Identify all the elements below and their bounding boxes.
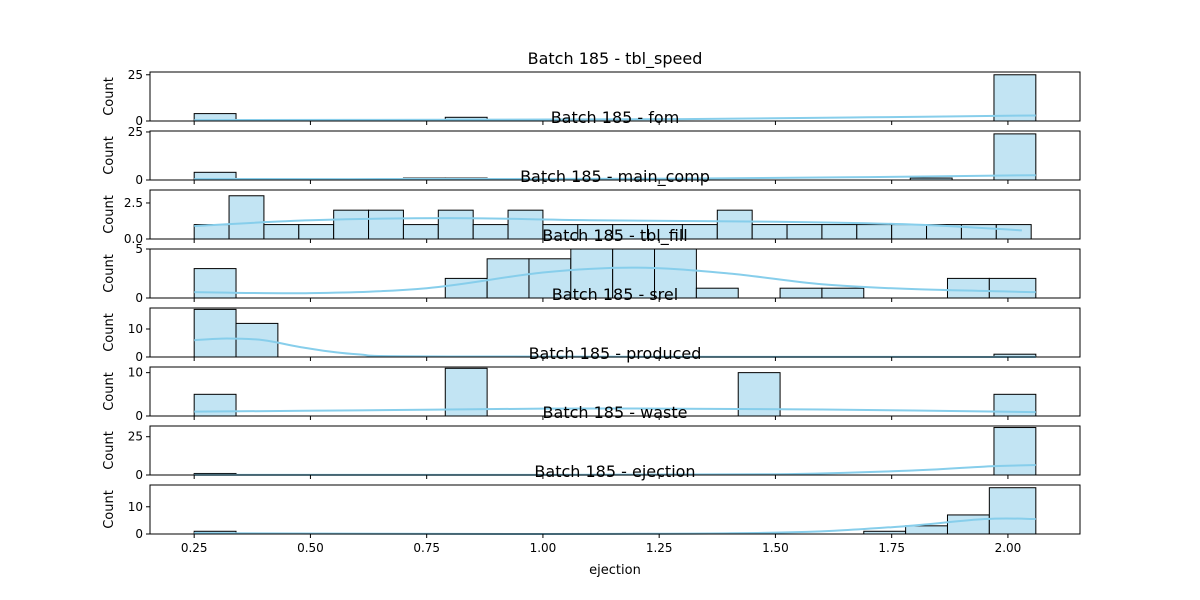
histogram-bar <box>905 525 948 535</box>
y-axis-label: Count <box>102 431 117 470</box>
histogram-bar <box>856 224 893 240</box>
y-tick-label: 25 <box>128 430 143 444</box>
panel-title: Batch 185 - ejection <box>534 462 695 481</box>
histogram-bar <box>946 514 990 535</box>
panel-frame <box>149 189 1081 240</box>
x-axis: 0.25 0.50 0.75 1.00 1.25 1.50 1.75 2.00 <box>181 541 1021 555</box>
panel-frame <box>149 130 1081 181</box>
x-tick-label: 0.50 <box>297 541 324 555</box>
y-tick-label: 10 <box>128 500 143 514</box>
histogram-bar <box>891 224 928 240</box>
panel-title: Batch 185 - tbl_fill <box>542 226 687 246</box>
panel-0: 0 25 Count Batch 185 - tbl_speed <box>102 49 1081 128</box>
y-tick-label: 0.0 <box>124 232 143 246</box>
histogram-bar <box>695 287 739 299</box>
panel-title: Batch 185 - produced <box>529 344 702 363</box>
panel-frame <box>149 307 1081 358</box>
x-tick-label: 1.50 <box>762 541 789 555</box>
panel-4: 0 10 Count Batch 185 - srel <box>102 285 1081 364</box>
panel-3: 0 5 Count Batch 185 - tbl_fill <box>102 226 1081 305</box>
y-axis-label: Count <box>102 313 117 352</box>
histogram-bar <box>779 287 823 299</box>
x-tick-label: 1.00 <box>530 541 557 555</box>
y-tick-label: 5 <box>135 242 143 256</box>
y-tick-label: 25 <box>128 125 143 139</box>
panel-frame <box>149 425 1081 476</box>
panel-6: 0 25 Count Batch 185 - waste <box>102 403 1081 482</box>
y-axis-label: Count <box>102 195 117 234</box>
histogram-bar <box>472 224 509 240</box>
panel-frame <box>149 248 1081 299</box>
histogram-bar <box>193 308 237 358</box>
histogram-bar <box>993 133 1037 181</box>
histogram-bar <box>654 248 697 299</box>
y-tick-label: 25 <box>128 68 143 82</box>
y-tick-label: 0 <box>135 409 143 423</box>
histogram-bar <box>193 393 237 417</box>
histogram-bar <box>988 277 1037 299</box>
x-tick-label: 1.75 <box>878 541 905 555</box>
histogram-bar <box>993 74 1037 122</box>
y-tick-label: 2.5 <box>124 196 143 210</box>
histogram-bar <box>821 224 858 240</box>
panel-title: Batch 185 - srel <box>552 285 678 304</box>
kde-curve <box>194 217 1022 232</box>
x-axis-label: ejection <box>589 563 641 578</box>
histogram-bar <box>995 224 1032 240</box>
y-axis-label: Count <box>102 77 117 116</box>
x-tick-label: 0.25 <box>181 541 208 555</box>
panel-7: 0 10 Count Batch 185 - ejection <box>102 462 1081 541</box>
panel-title: Batch 185 - waste <box>543 403 688 422</box>
y-tick-label: 0 <box>135 527 143 541</box>
panel-frame <box>149 484 1081 535</box>
x-tick-label: 2.00 <box>995 541 1022 555</box>
x-tick-label: 0.75 <box>413 541 440 555</box>
panel-frame <box>149 71 1081 122</box>
y-tick-label: 0 <box>135 114 143 128</box>
panel-title: Batch 185 - fom <box>551 108 680 127</box>
histogram-bar <box>228 195 265 240</box>
x-tick-label: 1.25 <box>646 541 673 555</box>
histogram-bar <box>333 209 370 240</box>
kde-curve <box>194 266 1036 295</box>
y-tick-label: 0 <box>135 291 143 305</box>
y-tick-label: 0 <box>135 173 143 187</box>
histogram-bar <box>368 209 404 240</box>
panel-title: Batch 185 - tbl_speed <box>528 49 703 69</box>
y-axis-label: Count <box>102 136 117 175</box>
histogram-bar <box>993 427 1037 476</box>
histogram-bar <box>786 224 823 240</box>
panel-title: Batch 185 - main_comp <box>520 167 710 187</box>
y-tick-label: 10 <box>128 322 143 336</box>
histogram-bar <box>751 224 788 240</box>
y-axis-label: Count <box>102 254 117 293</box>
histogram-bar <box>716 209 753 240</box>
panel-2: 0.0 2.5 Count Batch 185 - main_comp <box>102 167 1081 246</box>
y-tick-label: 10 <box>128 366 143 380</box>
histogram-bar <box>507 209 544 240</box>
histogram-bar <box>946 277 990 299</box>
kde-curve <box>194 114 1036 122</box>
y-tick-label: 0 <box>135 350 143 364</box>
histogram-bar <box>444 367 488 417</box>
panel-frame <box>149 366 1081 417</box>
y-axis-label: Count <box>102 372 117 411</box>
histogram-bar <box>988 487 1037 535</box>
kde-curve <box>194 407 1036 414</box>
histogram-bar <box>437 209 474 240</box>
histogram-bar <box>298 224 335 240</box>
panel-5: 0 10 Count Batch 185 - produced <box>102 344 1081 423</box>
histogram-bar <box>821 287 865 299</box>
histogram-bar <box>263 224 300 240</box>
histogram-bar <box>402 224 439 240</box>
kde-curve <box>194 174 1036 181</box>
y-tick-label: 0 <box>135 468 143 482</box>
y-axis-label: Count <box>102 490 117 529</box>
